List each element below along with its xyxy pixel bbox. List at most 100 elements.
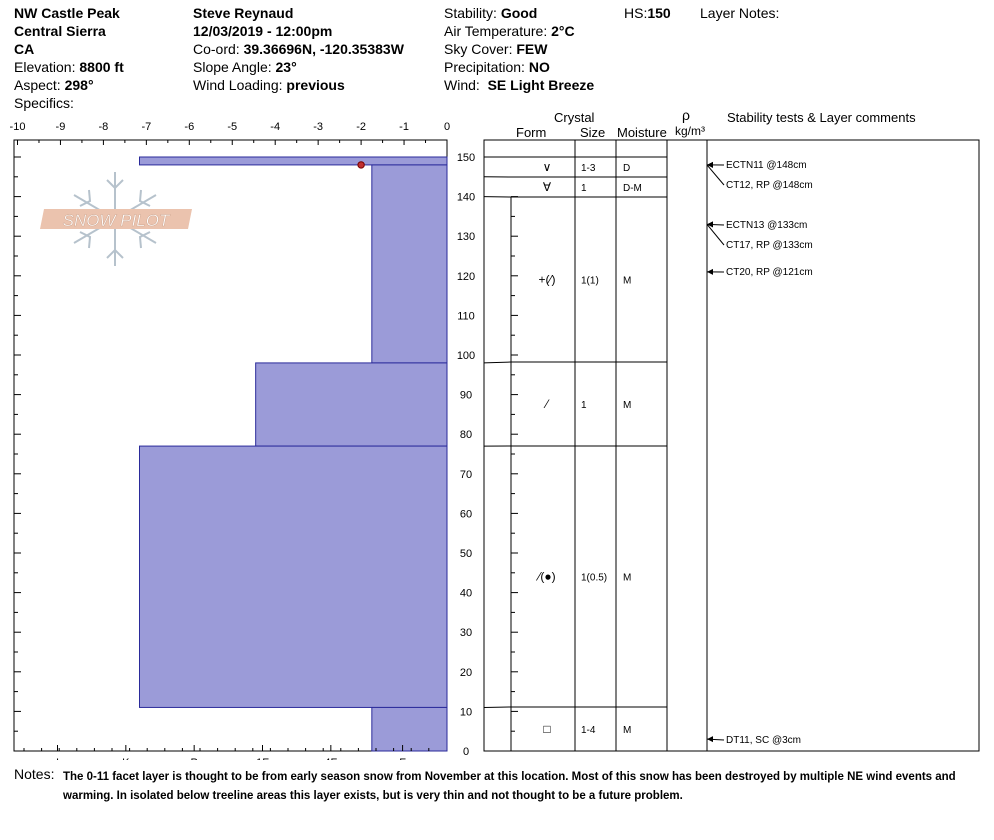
size-header: Size (580, 125, 606, 140)
comments-header: Stability tests & Layer comments (727, 110, 916, 125)
conditions-block: Stability: Good Air Temperature: 2°C Sky… (444, 4, 594, 94)
elevation-label: Elevation: (14, 59, 76, 75)
hardness-tick-label: I (56, 757, 59, 760)
moisture-header: Moisture (617, 125, 667, 140)
location-block: NW Castle Peak Central Sierra CA Elevati… (14, 4, 124, 112)
test-label: ECTN13 @133cm (726, 220, 807, 231)
layer-form: ⁄ (543, 397, 550, 411)
hardness-bar (371, 706, 448, 752)
sky-label: Sky Cover: (444, 41, 513, 57)
layer-form: □ (543, 722, 550, 736)
height-tick-label: 120 (457, 271, 475, 283)
height-tick-label: 70 (460, 469, 472, 481)
test-label: ECTN11 @148cm (726, 160, 807, 171)
hs-value: 150 (647, 5, 671, 21)
height-axis: 0 10 20 30 40 50 60 70 80 90 100 110 120 130 140 150 (14, 152, 475, 758)
observation-datetime: 12/03/2019 - 12:00pm (193, 23, 333, 39)
height-tick-label: 140 (457, 192, 475, 204)
temp-tick-label: -10 (10, 121, 26, 133)
height-tick-label: 30 (460, 627, 472, 639)
precip-value: NO (528, 59, 550, 75)
height-tick-label: 80 (460, 429, 472, 441)
coord-value: 39.36696N, -120.35383W (243, 41, 404, 57)
coord-label: Co-ord: (193, 41, 240, 57)
height-tick-label: 150 (457, 152, 475, 164)
snowpilot-logo-text: SNOW PILOT (63, 211, 171, 230)
slope-value: 23° (275, 59, 297, 75)
sky-value: FEW (516, 41, 548, 57)
temperature-point (357, 161, 365, 169)
layer-notes-label: Layer Notes: (700, 5, 780, 21)
hardness-tick-label: F (399, 757, 406, 760)
aspect-value: 298° (64, 77, 94, 93)
height-tick-label: 110 (457, 310, 475, 322)
test-label: DT11, SC @3cm (726, 735, 801, 746)
test-arrow (707, 268, 713, 275)
stability-value: Good (500, 5, 538, 21)
air-temp-label: Air Temperature: (444, 23, 548, 39)
layer-moisture: M (623, 725, 631, 736)
stability-test-marks: ECTN11 @148cm CT12, RP @148cm ECTN13 @133c… (706, 160, 813, 746)
rho-header: ρ (682, 107, 690, 123)
temp-tick-label: -8 (99, 121, 109, 133)
layer-moisture: D (623, 163, 630, 174)
hardness-bar (139, 156, 448, 166)
hs-block: HS:150 (624, 4, 671, 22)
layer-form: ∀ (543, 180, 552, 194)
air-temp-value: 2°C (551, 23, 575, 39)
crystal-header: Crystal (554, 110, 595, 125)
notes-label: Notes: (14, 766, 55, 782)
precip-label: Precipitation: (444, 59, 525, 75)
density-unit-header: kg/m³ (675, 124, 705, 138)
state-name: CA (14, 41, 35, 57)
layer-form: +(⁄) (538, 273, 555, 287)
hardness-bar (371, 164, 448, 364)
layer-moisture: M (623, 276, 631, 287)
wind-label: Wind: (444, 77, 480, 93)
layer-size: 1(0.5) (581, 573, 607, 584)
height-tick-label: 50 (460, 548, 472, 560)
layer-connector (483, 361, 512, 364)
hs-label: HS: (624, 5, 648, 21)
layer-size: 1(1) (581, 276, 599, 287)
test-leader (706, 224, 725, 246)
elevation-value: 8800 ft (79, 59, 124, 75)
notes-text: The 0-11 facet layer is thought to be fr… (63, 771, 956, 802)
hardness-tick-label: P (190, 757, 197, 760)
height-tick-label: 130 (457, 231, 475, 243)
test-arrow (707, 736, 713, 743)
test-arrow (707, 161, 713, 168)
specifics-label: Specifics: (14, 95, 74, 111)
height-tick-label: 90 (460, 390, 472, 402)
layer-moisture: M (623, 573, 631, 584)
stability-label: Stability: (444, 5, 497, 21)
layer-moisture: D-M (623, 183, 642, 194)
layer-size: 1-3 (581, 163, 596, 174)
wind-loading-value: previous (286, 77, 345, 93)
layer-form: ∨ (543, 160, 552, 174)
slope-label: Slope Angle: (193, 59, 272, 75)
snow-profile-chart: -10-9-8-7-6-5-4-3-2-10 IKP1F4FF 01020304… (10, 121, 980, 760)
height-tick-label: 60 (460, 508, 472, 520)
test-label: CT17, RP @133cm (726, 240, 813, 251)
test-leader (706, 164, 725, 186)
temp-tick-label: -3 (313, 121, 323, 133)
temp-tick-label: 0 (444, 121, 450, 133)
temp-tick-label: -4 (270, 121, 280, 133)
layer-rows: ∨ 1-3 D ∀ 1 D-M +(⁄) 1(1) M ⁄ 1 M ⁄(●) 1(0.5) M □ 1-4 M (483, 156, 667, 752)
hardness-tick-label: 1F (256, 757, 269, 760)
hardness-bar (255, 362, 448, 447)
hardness-bar (139, 445, 448, 708)
test-arrow (707, 221, 713, 228)
layer-size: 1-4 (581, 725, 596, 736)
layer-form: ⁄(●) (535, 570, 555, 584)
test-label: CT20, RP @121cm (726, 267, 813, 278)
snowpilot-logo: SNOW PILOT (40, 172, 192, 266)
temp-tick-label: -2 (356, 121, 366, 133)
height-tick-label: 20 (460, 667, 472, 679)
hardness-axis: I K P 1F 4F F (23, 745, 430, 760)
temperature-points (357, 161, 365, 169)
layer-size: 1 (581, 400, 587, 411)
observer-block: Steve Reynaud 12/03/2019 - 12:00pm Co-or… (193, 4, 404, 94)
location-name: NW Castle Peak (14, 5, 120, 21)
